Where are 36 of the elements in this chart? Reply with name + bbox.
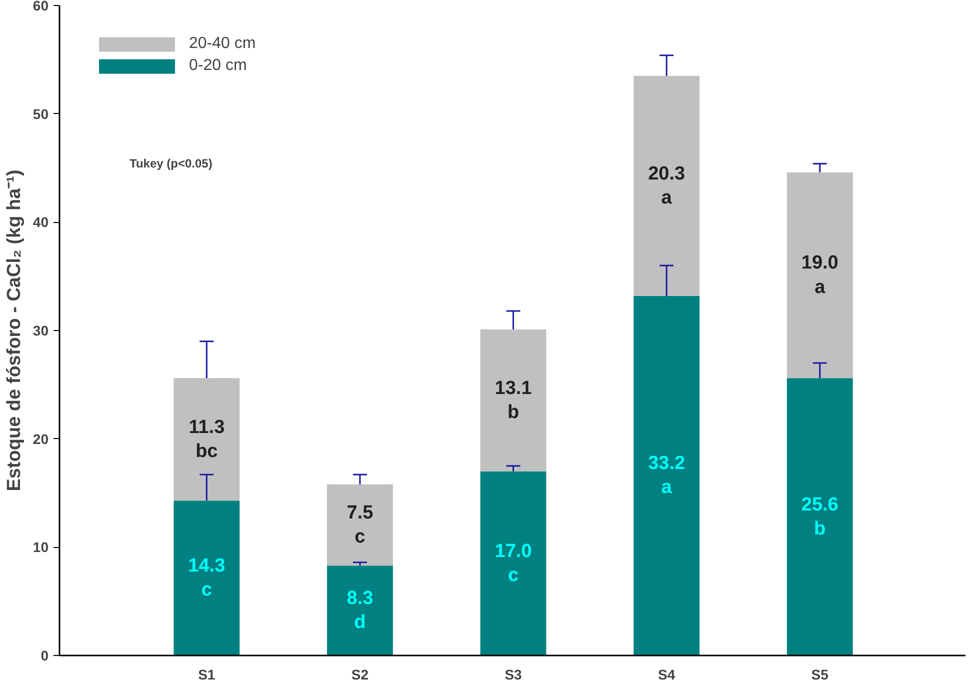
y-tick-label: 20	[32, 430, 49, 447]
bar	[174, 500, 240, 656]
data-label: 13.1 b	[494, 378, 532, 423]
y-tick-label: 10	[32, 539, 49, 556]
x-tick-label: S3	[504, 666, 522, 682]
annotation: Tukey (p<0.05)	[130, 156, 212, 170]
bar	[634, 76, 700, 296]
data-label: 33.2 a	[648, 453, 686, 498]
bar	[174, 378, 240, 501]
bar	[480, 471, 546, 656]
data-label: 20.3 a	[648, 163, 686, 208]
bar	[786, 172, 853, 378]
data-label: 17.0 c	[494, 540, 532, 586]
data-label: 7.5 c	[346, 502, 374, 548]
y-axis-title: Estoque de fósforo - CaCl₂ (kg ha⁻¹)	[4, 170, 25, 492]
data-label: 19.0 a	[801, 252, 838, 298]
bar	[327, 566, 393, 656]
y-tick-label: 60	[32, 0, 49, 14]
x-tick-label: S2	[351, 666, 369, 682]
x-tick-label: S4	[658, 666, 676, 682]
bar	[327, 484, 393, 566]
bar	[480, 329, 546, 472]
bar	[634, 296, 700, 656]
data-label: 11.3 bc	[188, 416, 225, 462]
data-label: 8.3 d	[346, 588, 374, 634]
x-tick-label: S5	[811, 666, 829, 682]
y-tick-label: 0	[40, 648, 49, 664]
legend-label: 0-20 cm	[189, 57, 247, 75]
y-tick-label: 40	[32, 214, 49, 230]
y-tick-label: 30	[32, 322, 49, 338]
data-label: 14.3 c	[188, 555, 226, 601]
bar	[786, 378, 853, 656]
x-tick-label: S1	[198, 666, 216, 682]
y-tick-label: 50	[32, 106, 49, 122]
legend-label: 20-40 cm	[189, 35, 256, 53]
data-label: 25.6 b	[801, 494, 838, 540]
